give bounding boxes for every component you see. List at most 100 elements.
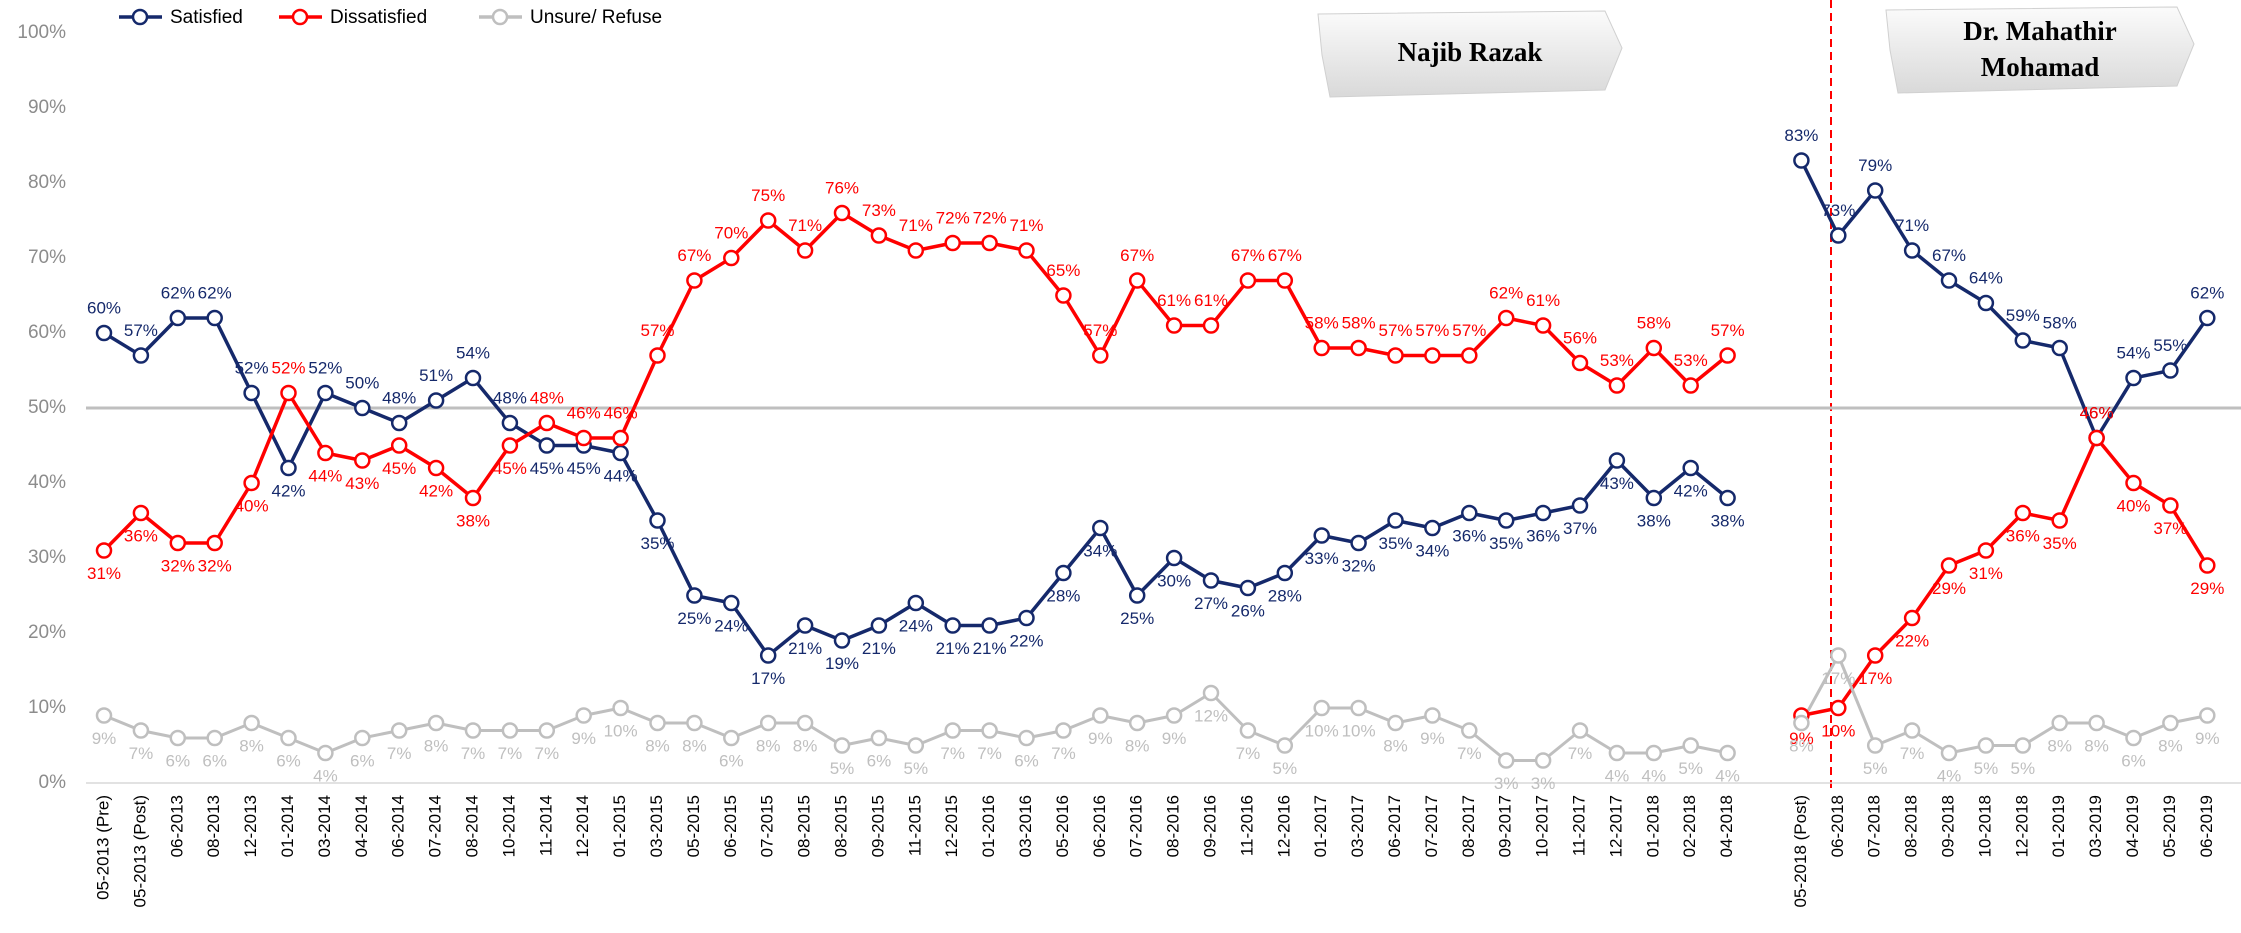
data-point: [1276, 272, 1294, 289]
data-point: [1165, 707, 1183, 724]
data-point: [1830, 647, 1847, 664]
data-label: 51%: [419, 366, 453, 385]
data-point: [501, 414, 519, 432]
data-point: [1608, 452, 1626, 469]
data-label: 30%: [1157, 571, 1191, 590]
data-point: [354, 729, 371, 747]
data-label: 8%: [1383, 736, 1408, 755]
data-label: 6%: [276, 751, 301, 770]
data-label: 24%: [714, 616, 748, 635]
data-label: 34%: [1083, 541, 1117, 560]
x-tick-label: 09-2018: [1938, 795, 1957, 857]
data-label: 67%: [1231, 246, 1265, 265]
x-tick-label: 11-2015: [905, 795, 924, 856]
x-tick-label: 12-2014: [573, 795, 592, 857]
data-point: [243, 384, 260, 402]
data-point: [1055, 722, 1072, 739]
x-tick-label: 09-2016: [1200, 795, 1219, 857]
data-point: [2199, 707, 2216, 724]
data-label: 8%: [2047, 736, 2072, 755]
data-label: 8%: [1125, 736, 1150, 755]
data-point: [2051, 714, 2068, 732]
x-tick-label: 03-2014: [315, 795, 334, 857]
data-point: [1645, 339, 1663, 357]
data-point: [981, 617, 998, 634]
data-label: 62%: [1489, 283, 1523, 302]
data-label: 9%: [1789, 729, 1814, 748]
x-tick-label: 06-2018: [1828, 795, 1847, 857]
data-label: 71%: [1009, 216, 1043, 235]
data-point: [1387, 714, 1404, 732]
data-point: [169, 729, 187, 747]
data-label: 36%: [124, 526, 158, 545]
data-point: [2014, 737, 2032, 754]
data-label: 53%: [1674, 351, 1708, 370]
data-point: [944, 722, 961, 739]
y-tick-label: 20%: [28, 622, 66, 643]
data-point: [1055, 564, 1072, 582]
data-label: 8%: [2158, 736, 2183, 755]
data-label: 9%: [1162, 729, 1187, 748]
data-label: 9%: [1420, 729, 1445, 748]
data-label: 8%: [682, 736, 707, 755]
data-point: [538, 722, 556, 739]
data-label: 5%: [904, 759, 929, 778]
data-point: [464, 489, 482, 507]
x-tick-label: 05-2015: [684, 795, 703, 857]
data-label: 62%: [2190, 283, 2224, 302]
data-label: 46%: [2080, 403, 2114, 422]
data-point: [95, 707, 113, 724]
x-tick-label: 06-2013: [167, 795, 186, 857]
data-label: 7%: [940, 744, 965, 763]
data-label: 7%: [977, 744, 1002, 763]
data-point: [1682, 377, 1699, 394]
data-point: [1793, 714, 1810, 732]
data-label: 59%: [2006, 306, 2040, 325]
x-tick-label: 12-2013: [241, 795, 260, 857]
data-point: [1645, 744, 1663, 762]
data-label: 6%: [202, 751, 227, 770]
data-label: 6%: [867, 751, 892, 770]
data-point: [1940, 557, 1958, 574]
data-label: 26%: [1231, 601, 1265, 620]
x-tick-label: 01-2014: [278, 795, 297, 857]
data-label: 22%: [1009, 631, 1043, 650]
data-point: [1461, 722, 1478, 739]
data-point: [981, 722, 998, 739]
data-point: [1977, 737, 1995, 754]
data-point: [243, 474, 260, 492]
data-point: [354, 452, 371, 469]
data-point: [390, 722, 408, 739]
data-label: 46%: [567, 403, 601, 422]
data-point: [1018, 609, 1035, 627]
data-label: 4%: [1715, 766, 1740, 785]
data-label: 58%: [2043, 313, 2077, 332]
data-label: 67%: [1120, 246, 1154, 265]
data-label: 56%: [1563, 328, 1597, 347]
data-point: [1571, 354, 1589, 372]
data-point: [1977, 542, 1995, 559]
data-label: 44%: [308, 466, 342, 485]
data-point: [132, 504, 150, 522]
x-tick-label: 08-2018: [1902, 795, 1921, 857]
data-point: [723, 729, 740, 747]
data-label: 3%: [1531, 774, 1556, 793]
data-point: [1202, 572, 1220, 589]
annotation: Dr. Mahathir: [1963, 16, 2117, 46]
data-label: 33%: [1305, 549, 1339, 568]
data-label: 5%: [1863, 759, 1888, 778]
data-label: 10%: [1305, 721, 1339, 740]
data-label: 17%: [751, 669, 785, 688]
data-label: 44%: [604, 466, 638, 485]
data-point: [390, 437, 408, 454]
data-label: 42%: [1674, 481, 1708, 500]
data-label: 38%: [1637, 511, 1671, 530]
data-point: [1977, 294, 1995, 312]
x-tick-label: 08-2013: [204, 795, 223, 857]
data-label: 65%: [1046, 261, 1080, 280]
data-label: 57%: [1711, 321, 1745, 340]
x-tick-label: 04-2014: [352, 795, 371, 857]
x-tick-label: 12-2015: [942, 795, 961, 857]
data-label: 32%: [1342, 556, 1376, 575]
